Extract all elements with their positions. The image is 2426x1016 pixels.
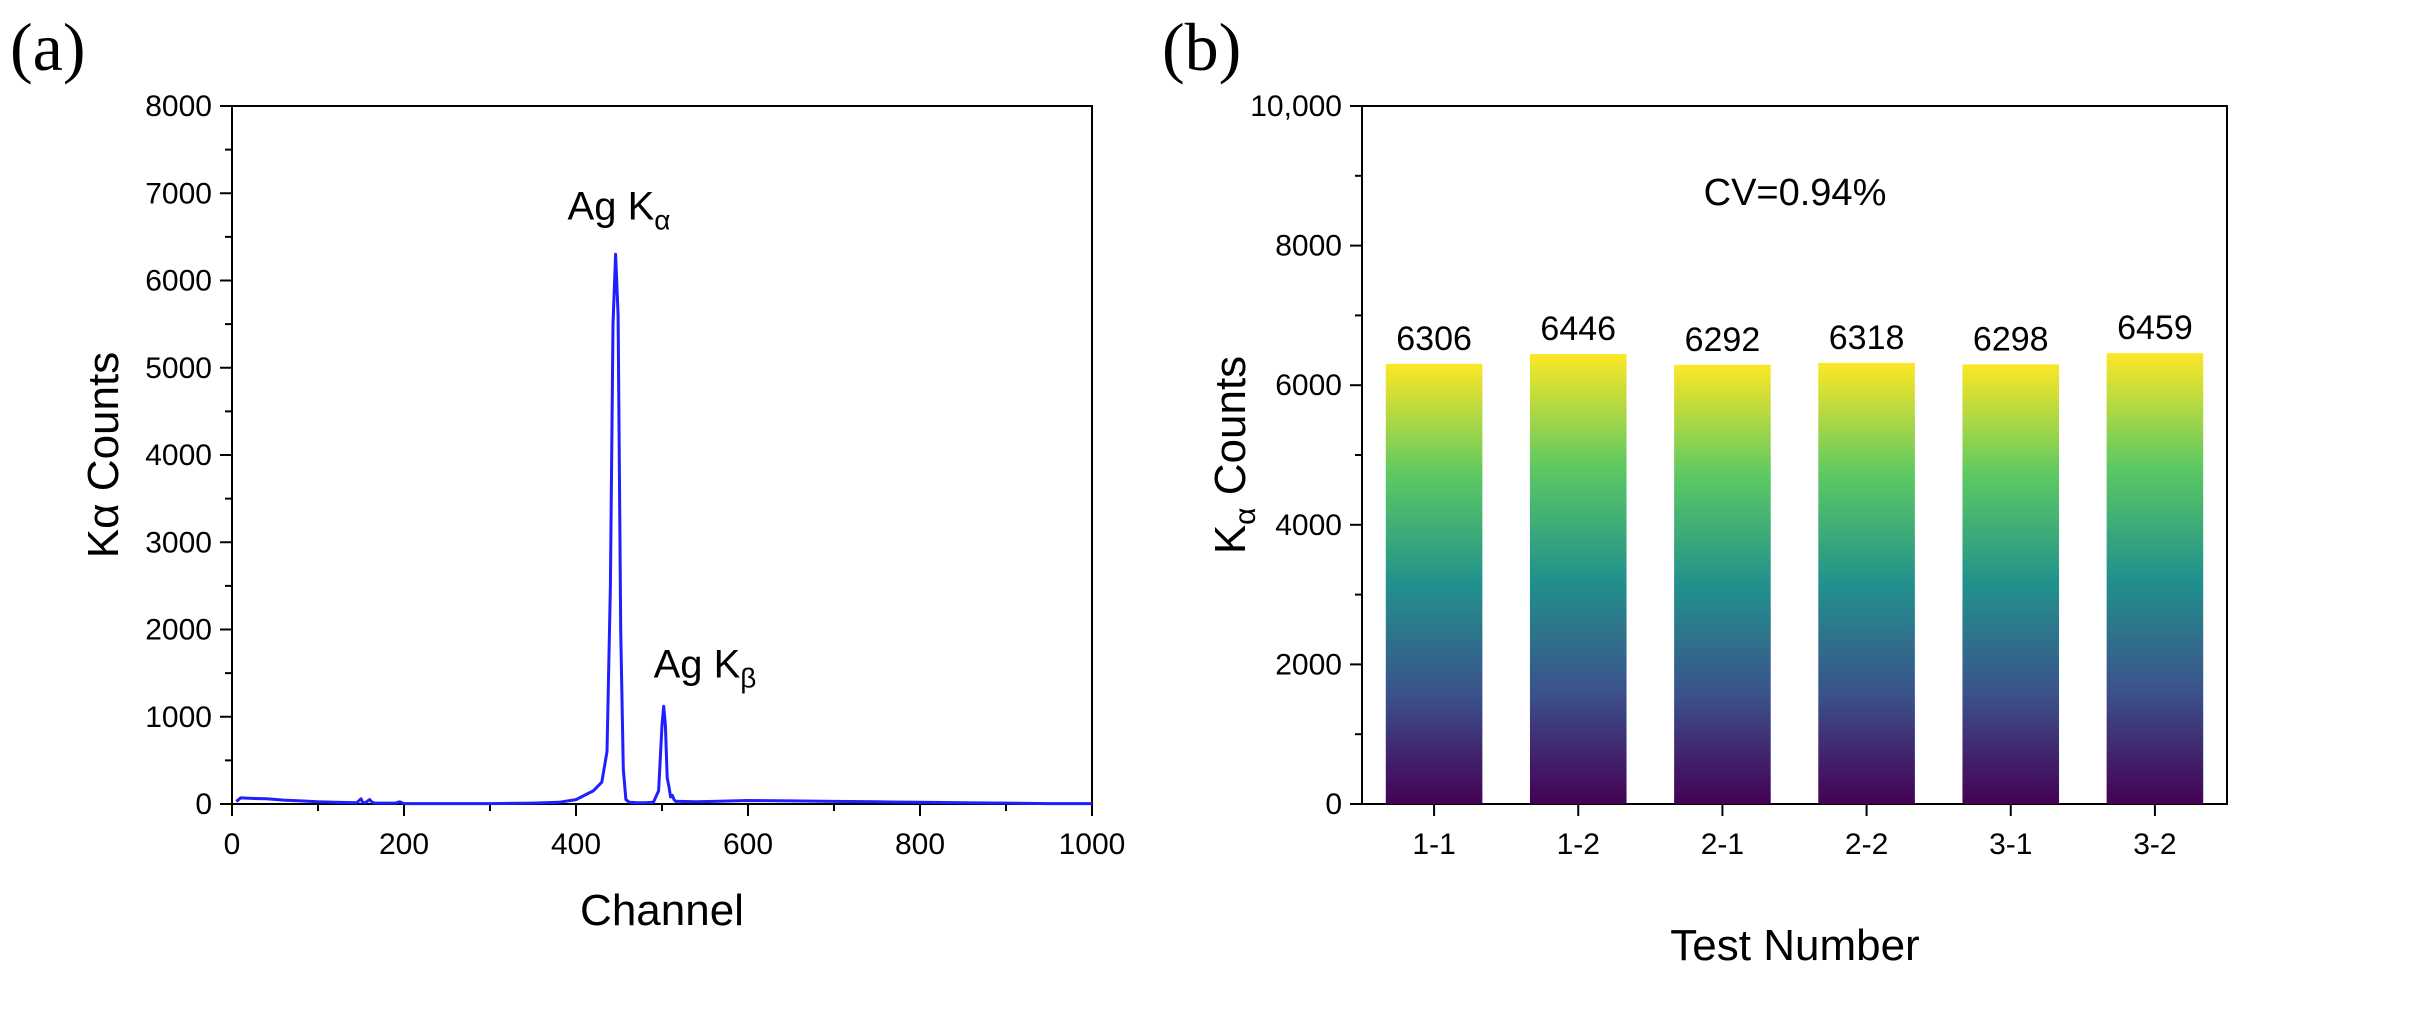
annotation-ag-k-beta: Ag Kβ — [654, 642, 757, 693]
spectrum-line — [235, 252, 1092, 806]
bar-value-label: 6306 — [1396, 320, 1472, 358]
cv-annotation: CV=0.94% — [1704, 172, 1887, 214]
bar-value-label: 6292 — [1685, 321, 1761, 359]
panel-a-chart: (a) 0 200 400 600 800 1000 0 1000 2000 3000 4000 50… — [10, 9, 1125, 935]
panel-b-x-tick-label: 3-1 — [1989, 828, 2032, 861]
bar-2-1 — [1674, 364, 1771, 804]
panel-a-x-axis-title: Channel — [580, 886, 744, 935]
panel-a-x-tick-label: 0 — [224, 828, 241, 861]
panel-a-y-tick-label: 6000 — [145, 265, 212, 298]
panel-b-y-tick-label: 4000 — [1275, 509, 1342, 542]
annotation-ag-k-alpha: Ag Kα — [568, 184, 671, 235]
panel-b-ticks — [1350, 105, 2156, 816]
panel-a-x-tick-label: 1000 — [1059, 828, 1126, 861]
bar-3-2 — [2106, 353, 2204, 804]
panel-b-y-axis-title: Kα Counts — [1206, 356, 1262, 554]
panel-b-y-axis-title-sub: α — [1229, 507, 1262, 524]
annotation-ag-k-alpha-sub: α — [654, 204, 670, 235]
panel-b-x-axis-title: Test Number — [1670, 921, 1919, 970]
bar-value-label: 6318 — [1829, 319, 1905, 357]
panel-b-y-tick-label: 10,000 — [1250, 90, 1342, 123]
panel-a-y-tick-label: 3000 — [145, 526, 212, 559]
bar-1-1 — [1385, 363, 1483, 804]
panel-a-y-tick-label: 4000 — [145, 439, 212, 472]
panel-a-y-tick-label: 1000 — [145, 701, 212, 734]
panel-a-x-tick-label: 400 — [551, 828, 601, 861]
panel-a-y-tick-label: 7000 — [145, 177, 212, 210]
bar-value-label: 6446 — [1540, 310, 1616, 348]
panel-b-y-tick-label: 8000 — [1275, 230, 1342, 263]
bar-2-2 — [1818, 363, 1915, 804]
panel-a-y-tick-label: 2000 — [145, 614, 212, 647]
panel-b-x-tick-label: 1-1 — [1412, 828, 1455, 861]
panel-b-y-tick-label: 6000 — [1275, 369, 1342, 402]
panel-b-label: (b) — [1162, 9, 1241, 85]
panel-a-tick-labels: 0 200 400 600 800 1000 0 1000 2000 3000 4000 5000 60… — [145, 90, 1125, 861]
panel-a-x-tick-label: 600 — [723, 828, 773, 861]
panel-b-chart: (b) 6306 6446 6292 6318 6298 6459 1-1 1-2 2-1 2-… — [1162, 9, 2228, 970]
panel-a-x-tick-label: 200 — [379, 828, 429, 861]
panel-b-x-tick-label: 2-1 — [1701, 828, 1744, 861]
panel-a-ticks — [220, 105, 1093, 816]
bar-value-label: 6459 — [2117, 309, 2193, 347]
panel-a-y-tick-label: 8000 — [145, 90, 212, 123]
panel-a-x-tick-label: 800 — [895, 828, 945, 861]
panel-a-y-tick-label: 0 — [195, 788, 212, 821]
panel-b-y-axis-title-rest: Counts — [1206, 356, 1255, 508]
panel-b-x-tick-label: 1-2 — [1557, 828, 1600, 861]
annotation-ag-k-beta-sub: β — [740, 662, 756, 693]
annotation-ag-k-beta-text: Ag K — [654, 642, 741, 686]
bar-3-1 — [1962, 364, 2060, 804]
bar-value-label: 6298 — [1973, 320, 2049, 358]
panel-b-y-tick-label: 0 — [1325, 788, 1342, 821]
panel-a-y-tick-label: 5000 — [145, 352, 212, 385]
bar-1-2 — [1529, 354, 1627, 804]
panel-b-y-tick-label: 2000 — [1275, 648, 1342, 681]
panel-b-x-tick-label: 2-2 — [1845, 828, 1888, 861]
panel-b-x-tick-label: 3-2 — [2133, 828, 2176, 861]
panel-a-y-axis-title: Kα Counts — [79, 352, 128, 558]
panel-a-label: (a) — [10, 9, 85, 85]
panel-b-bars: 6306 6446 6292 6318 6298 6459 — [1385, 309, 2204, 804]
panel-b-tick-labels: 1-1 1-2 2-1 2-2 3-1 3-2 0 2000 4000 6000 8000 10,00… — [1250, 90, 2176, 861]
annotation-ag-k-alpha-text: Ag K — [568, 184, 655, 228]
panel-b-y-axis-title-main: K — [1206, 525, 1255, 554]
